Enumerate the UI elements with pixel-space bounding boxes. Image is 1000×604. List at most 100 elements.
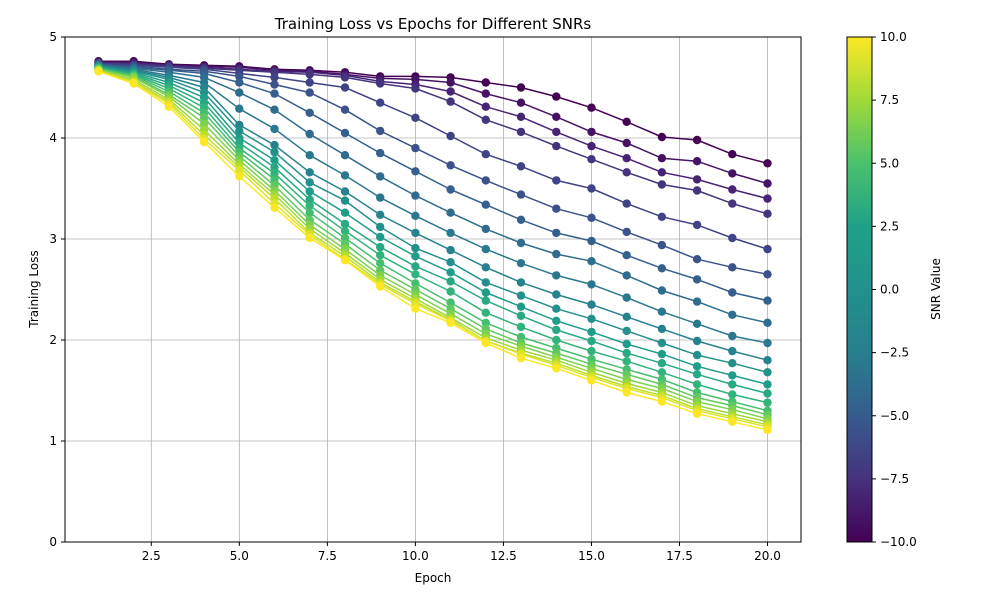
data-point: [270, 169, 279, 178]
data-point: [376, 282, 385, 291]
data-point: [657, 349, 667, 359]
data-point: [481, 200, 490, 209]
y-tick-label: 2: [49, 333, 57, 347]
data-point: [552, 141, 561, 151]
data-point: [446, 78, 455, 87]
data-point: [305, 201, 314, 210]
data-point: [305, 195, 314, 204]
data-point: [516, 112, 526, 122]
data-point: [552, 325, 561, 335]
series-line: [98, 64, 768, 324]
data-point: [481, 244, 490, 254]
data-point: [481, 288, 490, 297]
data-point: [657, 168, 667, 177]
series-line: [98, 62, 768, 215]
data-point: [481, 338, 490, 348]
data-point: [728, 417, 737, 426]
data-point: [692, 135, 702, 145]
series: [94, 67, 772, 435]
series-group: [94, 57, 772, 435]
data-point: [587, 236, 596, 246]
data-point: [411, 167, 420, 176]
data-point: [446, 287, 455, 296]
data-point: [692, 297, 702, 306]
data-point: [587, 141, 596, 151]
data-point: [763, 425, 772, 435]
data-point: [587, 103, 596, 112]
data-point: [692, 275, 702, 284]
data-point: [446, 258, 455, 267]
series-line: [98, 61, 768, 185]
data-point: [657, 397, 667, 406]
data-point: [516, 127, 526, 137]
data-point: [305, 129, 314, 139]
colorbar-tick-label: −10.0: [880, 535, 917, 549]
data-point: [552, 249, 561, 259]
data-point: [340, 73, 350, 82]
data-point: [516, 322, 526, 332]
series-line: [98, 68, 768, 420]
data-point: [657, 368, 667, 377]
data-point: [376, 193, 385, 202]
data-point: [411, 243, 420, 253]
data-point: [587, 155, 596, 164]
data-point: [411, 143, 420, 153]
data-point: [481, 176, 490, 185]
data-point: [411, 304, 420, 313]
plot-frame: [64, 36, 802, 543]
data-point: [622, 138, 631, 148]
data-point: [340, 256, 350, 265]
data-point: [552, 364, 561, 373]
data-point: [376, 232, 385, 242]
data-point: [270, 140, 279, 150]
data-point: [270, 124, 279, 134]
data-point: [411, 262, 420, 271]
data-point: [552, 335, 561, 345]
data-point: [657, 359, 667, 368]
data-point: [376, 79, 385, 88]
data-point: [763, 270, 772, 279]
series-line: [98, 70, 768, 428]
data-point: [657, 132, 667, 142]
data-point: [305, 88, 314, 97]
data-point: [763, 194, 772, 203]
series-line: [98, 63, 768, 276]
data-point: [763, 318, 772, 327]
series: [94, 59, 772, 218]
data-point: [692, 220, 702, 230]
data-point: [235, 172, 244, 181]
data-point: [340, 187, 350, 196]
data-point: [446, 245, 455, 255]
series-line: [98, 67, 768, 404]
data-point: [763, 159, 772, 168]
series-line: [98, 65, 768, 374]
y-tick-label: 0: [49, 535, 57, 549]
data-point: [305, 187, 314, 196]
data-point: [657, 180, 667, 189]
series: [94, 62, 772, 377]
data-point: [270, 89, 279, 98]
data-point: [622, 251, 631, 260]
colorbar-ticks: 10.0 7.5 5.0 2.5 0.0 −2.5 −5.0 −7.5 −10.0: [872, 30, 917, 549]
data-point: [587, 336, 596, 346]
data-point: [481, 150, 490, 159]
data-point: [481, 278, 490, 287]
data-point: [622, 326, 631, 336]
y-tick-label: 4: [49, 131, 57, 145]
data-point: [481, 102, 490, 111]
data-point: [446, 318, 455, 327]
data-point: [763, 398, 772, 407]
data-point: [446, 277, 455, 286]
colorbar-tick-label: 5.0: [880, 156, 899, 170]
data-point: [587, 213, 596, 222]
data-point: [552, 127, 561, 137]
data-point: [270, 203, 279, 212]
y-tick-label: 5: [49, 30, 57, 44]
data-point: [481, 263, 490, 272]
series-line: [98, 68, 768, 416]
data-point: [305, 168, 314, 177]
data-point: [340, 105, 350, 114]
y-axis-label: Training Loss: [27, 250, 41, 328]
colorbar-tick-label: −7.5: [880, 472, 909, 486]
